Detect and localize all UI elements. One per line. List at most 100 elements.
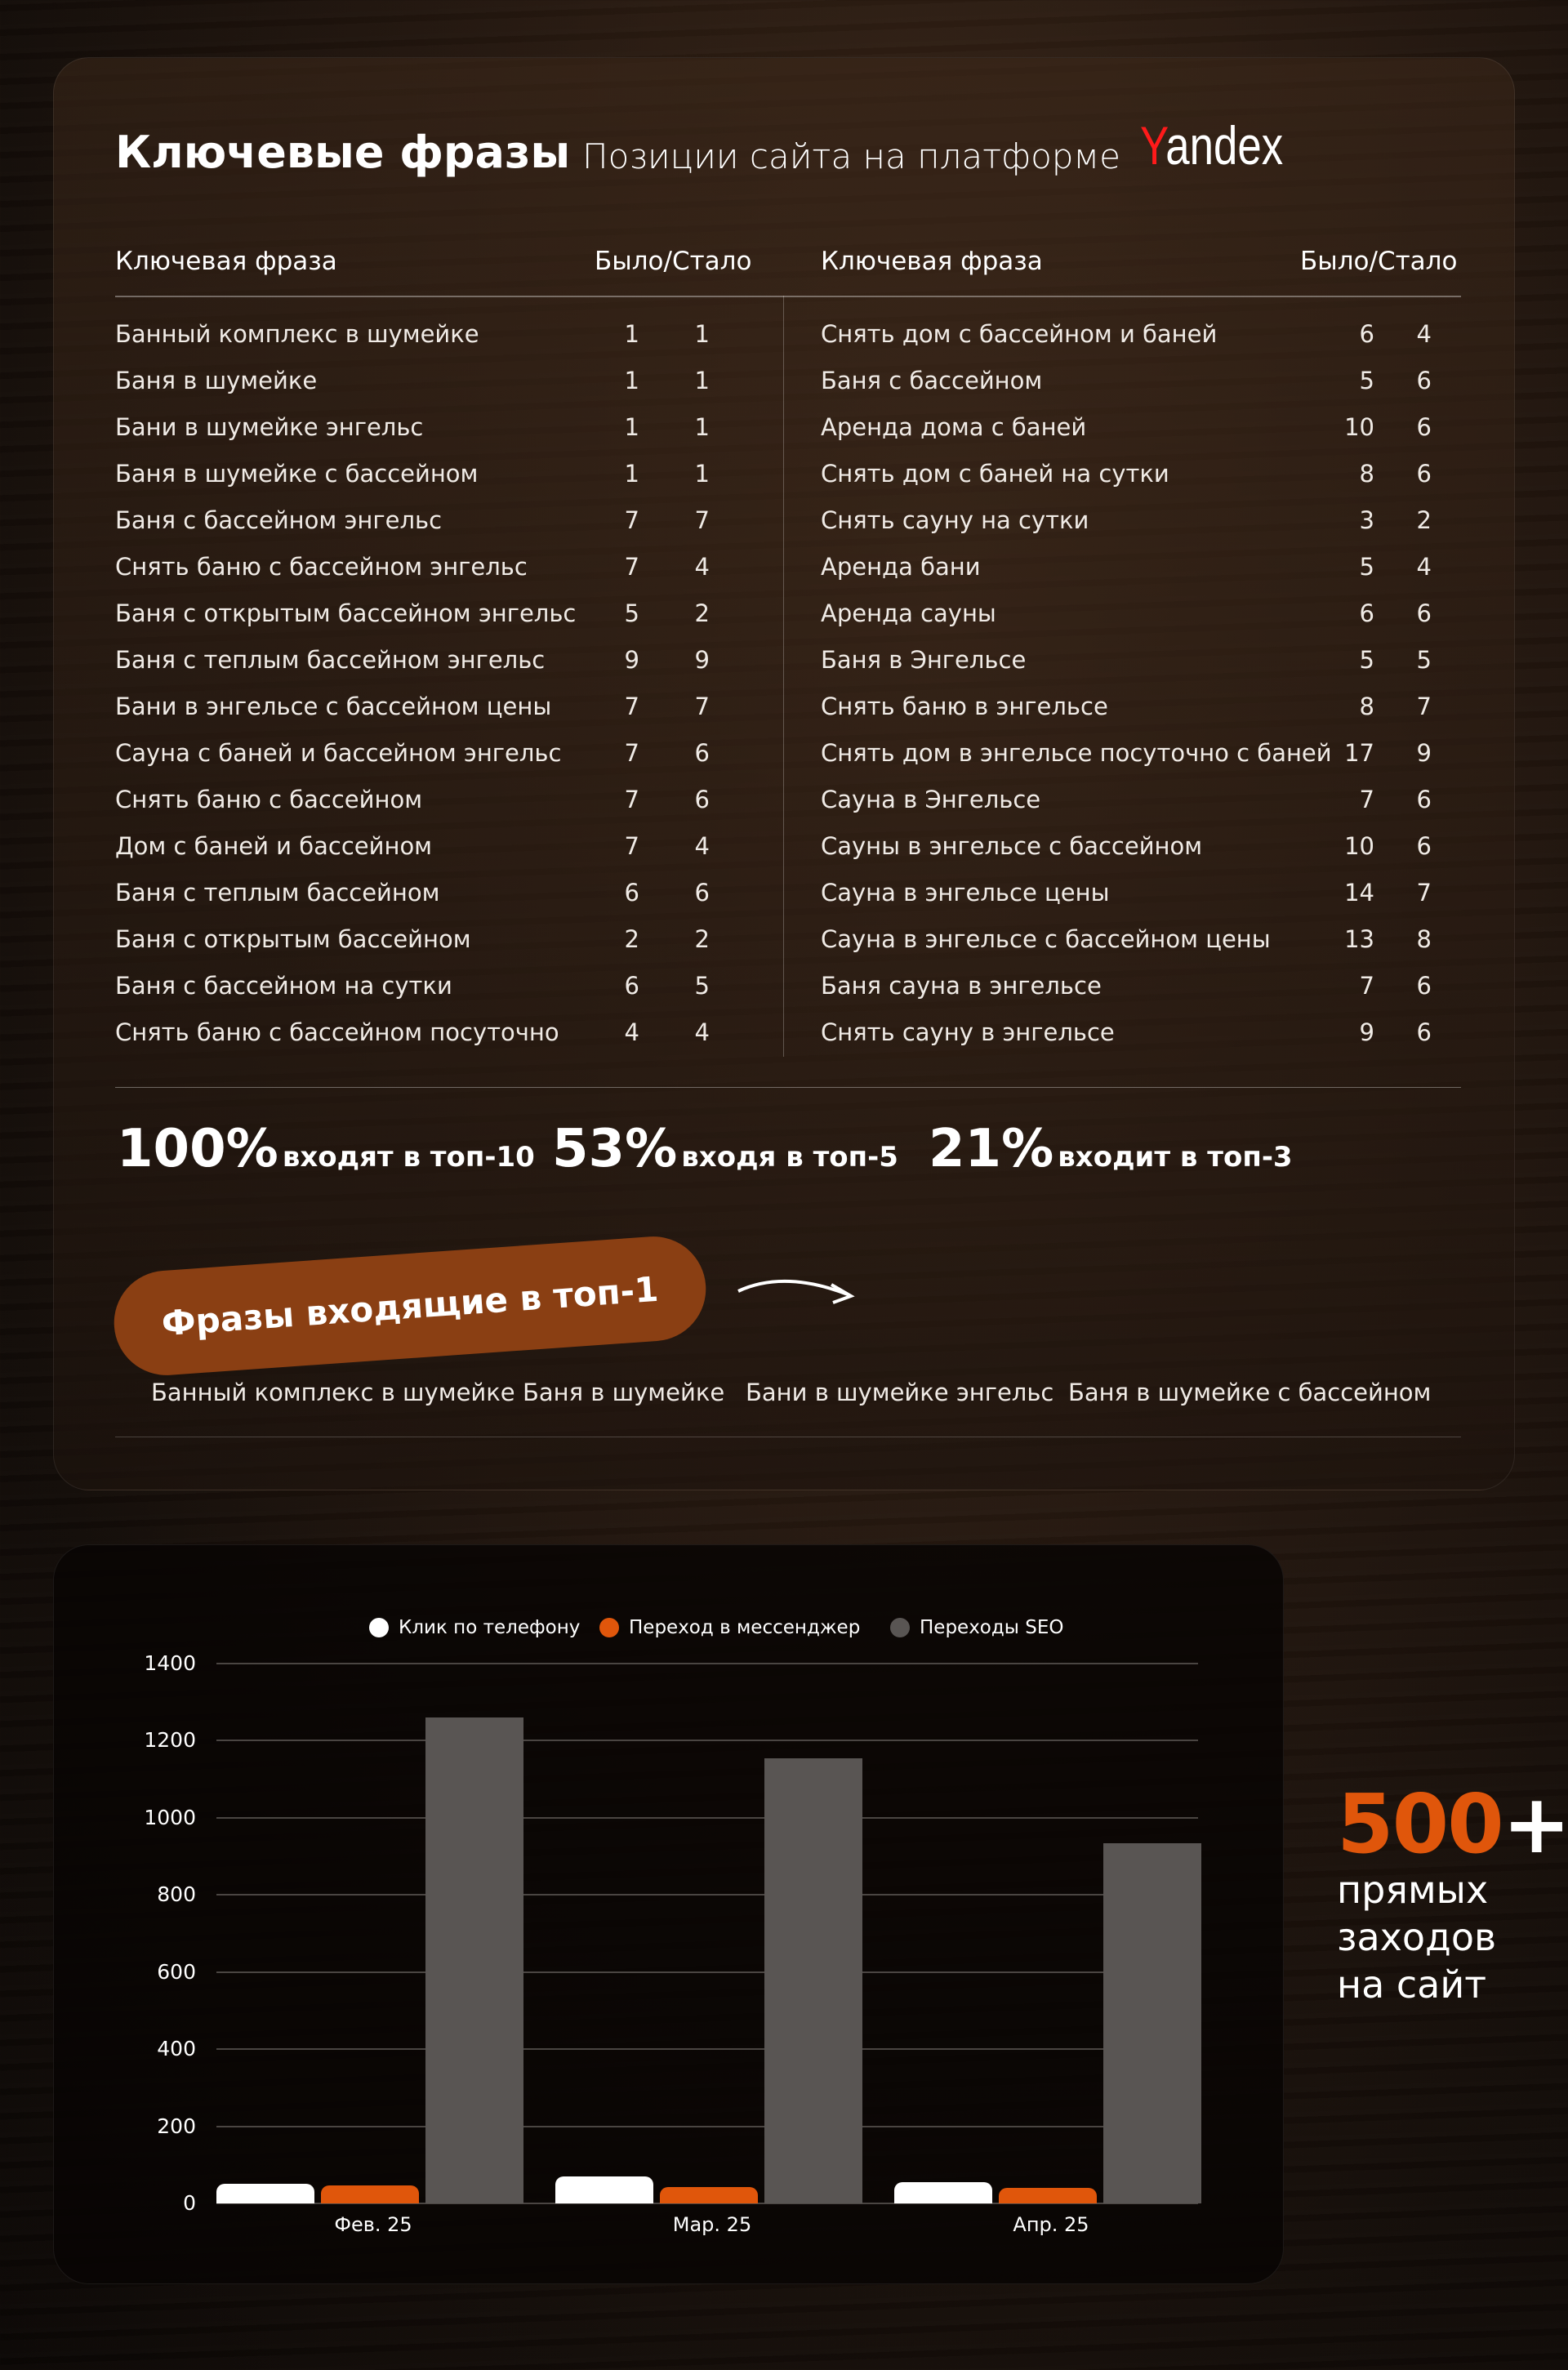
position-before: 6 (1359, 599, 1374, 627)
top1-item: Баня в шумейке (523, 1379, 725, 1406)
top1-item: Баня в шумейке с бассейном (1068, 1379, 1432, 1406)
position-after: 1 (694, 320, 710, 348)
position-before: 2 (624, 925, 639, 953)
bar-phone (894, 2182, 992, 2203)
keyword-phrase: Снять дом с баней на сутки (821, 460, 1169, 488)
keyword-phrase: Бани в шумейке энгельс (115, 413, 424, 441)
keyword-phrase: Снять баню с бассейном энгельс (115, 553, 528, 581)
top1-item: Бани в шумейке энгельс (746, 1379, 1054, 1406)
position-after: 6 (1416, 1018, 1432, 1046)
stat-label: входит в топ-3 (1058, 1141, 1293, 1174)
keyword-phrase: Снять дом в энгельсе посуточно с баней (821, 739, 1332, 767)
gridline (216, 1740, 1198, 1742)
keyword-phrase: Бани в энгельсе с бассейном цены (115, 693, 552, 720)
position-before: 1 (624, 460, 639, 488)
keyword-phrase: Сауна в энгельсе с бассейном цены (821, 925, 1271, 953)
stat-label: входя в топ-5 (681, 1141, 898, 1174)
keyword-phrase: Снять дом с бассейном и баней (821, 320, 1218, 348)
position-after: 7 (694, 693, 710, 720)
legend-phone: Клик по телефону (369, 1617, 580, 1638)
keyword-phrase: Баня в шумейке (115, 367, 318, 394)
bar-messenger (321, 2185, 419, 2203)
position-before: 7 (624, 786, 639, 813)
legend-dot (890, 1618, 910, 1637)
legend-messenger: Переход в мессенджер (599, 1617, 860, 1638)
x-tick-label: Мар. 25 (672, 2213, 752, 2236)
position-before: 5 (1359, 553, 1374, 581)
keyword-phrase: Снять баню в энгельсе (821, 693, 1108, 720)
position-after: 4 (694, 553, 710, 581)
chart-card (53, 1544, 1284, 2284)
legend-seo: Переходы SEO (890, 1617, 1064, 1638)
position-before: 9 (1359, 1018, 1374, 1046)
y-tick-label: 0 (183, 2191, 196, 2215)
position-after: 9 (694, 646, 710, 674)
keyword-phrase: Сауна в энгельсе цены (821, 879, 1110, 907)
logo-rest: andex (1165, 115, 1284, 176)
position-after: 9 (1416, 739, 1432, 767)
gridline (216, 1816, 1198, 1819)
position-before: 7 (624, 506, 639, 534)
bar-phone (216, 2183, 314, 2203)
position-after: 6 (1416, 832, 1432, 860)
legend-label: Клик по телефону (399, 1617, 581, 1638)
position-after: 5 (1416, 646, 1432, 674)
keyword-phrase: Баня с бассейном (821, 367, 1043, 394)
stat-value: 21% (929, 1119, 1054, 1179)
yandex-logo: Yandex (1140, 114, 1283, 176)
keywords-card (53, 57, 1515, 1490)
position-before: 5 (624, 599, 639, 627)
position-after: 2 (694, 599, 710, 627)
position-before: 3 (1359, 506, 1374, 534)
y-tick-label: 600 (157, 1959, 196, 1984)
position-before: 7 (624, 832, 639, 860)
keyword-phrase: Снять баню с бассейном посуточно (115, 1018, 559, 1046)
direct-visits-value: 500+ (1337, 1776, 1568, 1872)
bar-seo (1103, 1842, 1201, 2203)
col-header-values-right: Было/Стало (1300, 247, 1458, 276)
side-line: прямых (1337, 1868, 1489, 1912)
position-before: 7 (624, 739, 639, 767)
position-before: 4 (624, 1018, 639, 1046)
keyword-phrase: Баня с открытым бассейном (115, 925, 471, 953)
y-tick-label: 200 (157, 2114, 196, 2138)
position-after: 2 (694, 925, 710, 953)
position-before: 8 (1359, 693, 1374, 720)
stat-top10: 100% входят в топ-10 (117, 1119, 535, 1179)
keyword-phrase: Банный комплекс в шумейке (115, 320, 479, 348)
gridline (216, 1971, 1198, 1973)
value: 500 (1337, 1776, 1504, 1872)
position-before: 7 (624, 553, 639, 581)
position-before: 1 (624, 413, 639, 441)
stat-value: 100% (117, 1119, 278, 1179)
position-after: 6 (1416, 413, 1432, 441)
position-after: 8 (1416, 925, 1432, 953)
keyword-phrase: Баня с бассейном на сутки (115, 972, 452, 1000)
position-before: 6 (624, 879, 639, 907)
position-before: 7 (1359, 972, 1374, 1000)
keyword-phrase: Снять сауну на сутки (821, 506, 1089, 534)
bar-messenger (999, 2188, 1097, 2203)
header-divider (115, 296, 1461, 297)
position-after: 6 (1416, 972, 1432, 1000)
keyword-phrase: Баня с открытым бассейном энгельс (115, 599, 577, 627)
keyword-phrase: Баня в шумейке с бассейном (115, 460, 479, 488)
gridline (216, 2048, 1198, 2051)
stat-label: входят в топ-10 (282, 1141, 535, 1174)
keyword-phrase: Снять сауну в энгельсе (821, 1018, 1115, 1046)
x-tick-label: Фев. 25 (334, 2213, 412, 2236)
top1-item: Банный комплекс в шумейке (151, 1379, 515, 1406)
keyword-phrase: Аренда бани (821, 553, 981, 581)
side-line: на сайт (1337, 1962, 1487, 2007)
position-after: 1 (694, 413, 710, 441)
position-after: 6 (1416, 786, 1432, 813)
gridline (216, 1663, 1198, 1664)
arrow-icon (737, 1280, 855, 1304)
page-subtitle: Позиции сайта на платформе (582, 136, 1120, 176)
gridline (216, 1894, 1198, 1896)
position-after: 6 (694, 879, 710, 907)
keyword-phrase: Сауны в энгельсе с бассейном (821, 832, 1203, 860)
keyword-phrase: Снять баню с бассейном (115, 786, 423, 813)
y-tick-label: 400 (157, 2037, 196, 2061)
col-header-phrase-right: Ключевая фраза (821, 247, 1043, 276)
